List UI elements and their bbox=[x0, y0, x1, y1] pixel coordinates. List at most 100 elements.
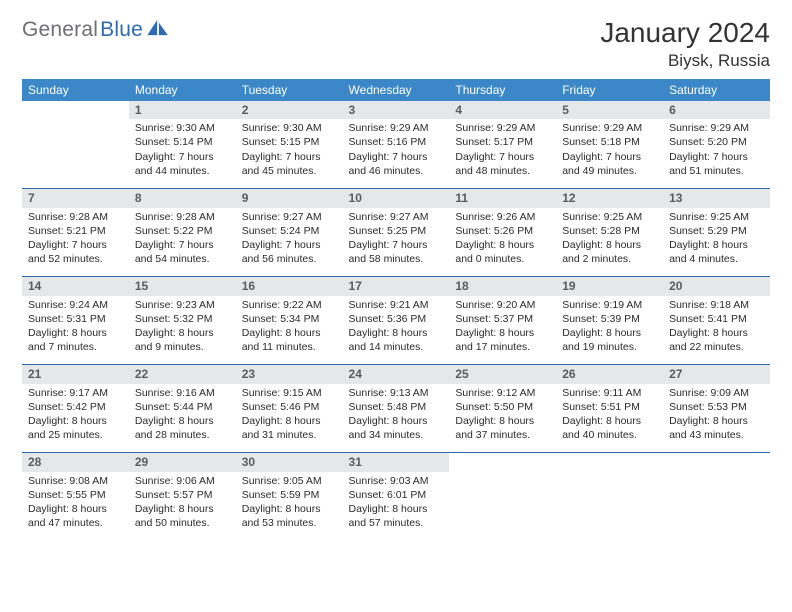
calendar-day-cell: 25Sunrise: 9:12 AMSunset: 5:50 PMDayligh… bbox=[449, 365, 556, 453]
calendar-day-cell: 5Sunrise: 9:29 AMSunset: 5:18 PMDaylight… bbox=[556, 101, 663, 189]
calendar-row: 1Sunrise: 9:30 AMSunset: 5:14 PMDaylight… bbox=[22, 101, 770, 189]
day-details: Sunrise: 9:06 AMSunset: 5:57 PMDaylight:… bbox=[129, 472, 236, 535]
day-details: Sunrise: 9:30 AMSunset: 5:14 PMDaylight:… bbox=[129, 119, 236, 182]
calendar-head: SundayMondayTuesdayWednesdayThursdayFrid… bbox=[22, 79, 770, 101]
calendar-day-cell: 11Sunrise: 9:26 AMSunset: 5:26 PMDayligh… bbox=[449, 189, 556, 277]
day-number: 21 bbox=[22, 365, 129, 383]
day-number: 9 bbox=[236, 189, 343, 207]
day-details: Sunrise: 9:08 AMSunset: 5:55 PMDaylight:… bbox=[22, 472, 129, 535]
day-number: 12 bbox=[556, 189, 663, 207]
calendar-day-cell: 19Sunrise: 9:19 AMSunset: 5:39 PMDayligh… bbox=[556, 277, 663, 365]
calendar-day-cell: 9Sunrise: 9:27 AMSunset: 5:24 PMDaylight… bbox=[236, 189, 343, 277]
calendar-empty-cell bbox=[556, 453, 663, 541]
weekday-header: Tuesday bbox=[236, 79, 343, 101]
day-number: 31 bbox=[343, 453, 450, 471]
calendar-day-cell: 16Sunrise: 9:22 AMSunset: 5:34 PMDayligh… bbox=[236, 277, 343, 365]
weekday-header: Wednesday bbox=[343, 79, 450, 101]
calendar-empty-cell bbox=[449, 453, 556, 541]
calendar-day-cell: 2Sunrise: 9:30 AMSunset: 5:15 PMDaylight… bbox=[236, 101, 343, 189]
weekday-header: Thursday bbox=[449, 79, 556, 101]
calendar-day-cell: 28Sunrise: 9:08 AMSunset: 5:55 PMDayligh… bbox=[22, 453, 129, 541]
calendar-day-cell: 1Sunrise: 9:30 AMSunset: 5:14 PMDaylight… bbox=[129, 101, 236, 189]
day-details: Sunrise: 9:22 AMSunset: 5:34 PMDaylight:… bbox=[236, 296, 343, 359]
day-number: 2 bbox=[236, 101, 343, 119]
day-details: Sunrise: 9:23 AMSunset: 5:32 PMDaylight:… bbox=[129, 296, 236, 359]
day-details: Sunrise: 9:13 AMSunset: 5:48 PMDaylight:… bbox=[343, 384, 450, 447]
weekday-header: Friday bbox=[556, 79, 663, 101]
day-details: Sunrise: 9:05 AMSunset: 5:59 PMDaylight:… bbox=[236, 472, 343, 535]
day-number: 17 bbox=[343, 277, 450, 295]
day-number: 27 bbox=[663, 365, 770, 383]
day-number: 1 bbox=[129, 101, 236, 119]
calendar-day-cell: 22Sunrise: 9:16 AMSunset: 5:44 PMDayligh… bbox=[129, 365, 236, 453]
brand-part1: General bbox=[22, 18, 98, 42]
weekday-row: SundayMondayTuesdayWednesdayThursdayFrid… bbox=[22, 79, 770, 101]
calendar-day-cell: 30Sunrise: 9:05 AMSunset: 5:59 PMDayligh… bbox=[236, 453, 343, 541]
calendar-body: 1Sunrise: 9:30 AMSunset: 5:14 PMDaylight… bbox=[22, 101, 770, 541]
day-number: 19 bbox=[556, 277, 663, 295]
calendar-table: SundayMondayTuesdayWednesdayThursdayFrid… bbox=[22, 79, 770, 541]
day-number: 16 bbox=[236, 277, 343, 295]
day-details: Sunrise: 9:16 AMSunset: 5:44 PMDaylight:… bbox=[129, 384, 236, 447]
calendar-row: 7Sunrise: 9:28 AMSunset: 5:21 PMDaylight… bbox=[22, 189, 770, 277]
brand-part2: Blue bbox=[100, 18, 143, 42]
calendar-day-cell: 17Sunrise: 9:21 AMSunset: 5:36 PMDayligh… bbox=[343, 277, 450, 365]
day-number: 22 bbox=[129, 365, 236, 383]
calendar-day-cell: 8Sunrise: 9:28 AMSunset: 5:22 PMDaylight… bbox=[129, 189, 236, 277]
day-details: Sunrise: 9:27 AMSunset: 5:24 PMDaylight:… bbox=[236, 208, 343, 271]
day-number: 5 bbox=[556, 101, 663, 119]
calendar-row: 21Sunrise: 9:17 AMSunset: 5:42 PMDayligh… bbox=[22, 365, 770, 453]
calendar-day-cell: 4Sunrise: 9:29 AMSunset: 5:17 PMDaylight… bbox=[449, 101, 556, 189]
day-details: Sunrise: 9:25 AMSunset: 5:29 PMDaylight:… bbox=[663, 208, 770, 271]
title-block: January 2024 Biysk, Russia bbox=[600, 18, 770, 71]
day-number: 3 bbox=[343, 101, 450, 119]
day-details: Sunrise: 9:29 AMSunset: 5:16 PMDaylight:… bbox=[343, 119, 450, 182]
day-number: 13 bbox=[663, 189, 770, 207]
brand-logo: GeneralBlue bbox=[22, 18, 169, 42]
day-details: Sunrise: 9:29 AMSunset: 5:18 PMDaylight:… bbox=[556, 119, 663, 182]
day-number: 29 bbox=[129, 453, 236, 471]
day-details: Sunrise: 9:12 AMSunset: 5:50 PMDaylight:… bbox=[449, 384, 556, 447]
calendar-day-cell: 27Sunrise: 9:09 AMSunset: 5:53 PMDayligh… bbox=[663, 365, 770, 453]
calendar-day-cell: 14Sunrise: 9:24 AMSunset: 5:31 PMDayligh… bbox=[22, 277, 129, 365]
day-number: 11 bbox=[449, 189, 556, 207]
calendar-day-cell: 21Sunrise: 9:17 AMSunset: 5:42 PMDayligh… bbox=[22, 365, 129, 453]
calendar-day-cell: 12Sunrise: 9:25 AMSunset: 5:28 PMDayligh… bbox=[556, 189, 663, 277]
calendar-day-cell: 24Sunrise: 9:13 AMSunset: 5:48 PMDayligh… bbox=[343, 365, 450, 453]
calendar-day-cell: 31Sunrise: 9:03 AMSunset: 6:01 PMDayligh… bbox=[343, 453, 450, 541]
calendar-day-cell: 3Sunrise: 9:29 AMSunset: 5:16 PMDaylight… bbox=[343, 101, 450, 189]
day-number: 6 bbox=[663, 101, 770, 119]
day-details: Sunrise: 9:27 AMSunset: 5:25 PMDaylight:… bbox=[343, 208, 450, 271]
header-row: GeneralBlue January 2024 Biysk, Russia bbox=[22, 18, 770, 71]
day-number: 10 bbox=[343, 189, 450, 207]
month-title: January 2024 bbox=[600, 18, 770, 49]
day-details: Sunrise: 9:26 AMSunset: 5:26 PMDaylight:… bbox=[449, 208, 556, 271]
day-number: 14 bbox=[22, 277, 129, 295]
day-details: Sunrise: 9:28 AMSunset: 5:21 PMDaylight:… bbox=[22, 208, 129, 271]
day-details: Sunrise: 9:21 AMSunset: 5:36 PMDaylight:… bbox=[343, 296, 450, 359]
day-details: Sunrise: 9:09 AMSunset: 5:53 PMDaylight:… bbox=[663, 384, 770, 447]
day-details: Sunrise: 9:28 AMSunset: 5:22 PMDaylight:… bbox=[129, 208, 236, 271]
calendar-row: 14Sunrise: 9:24 AMSunset: 5:31 PMDayligh… bbox=[22, 277, 770, 365]
calendar-empty-cell bbox=[22, 101, 129, 189]
calendar-day-cell: 10Sunrise: 9:27 AMSunset: 5:25 PMDayligh… bbox=[343, 189, 450, 277]
calendar-day-cell: 29Sunrise: 9:06 AMSunset: 5:57 PMDayligh… bbox=[129, 453, 236, 541]
brand-sail-icon bbox=[147, 20, 169, 36]
calendar-row: 28Sunrise: 9:08 AMSunset: 5:55 PMDayligh… bbox=[22, 453, 770, 541]
day-details: Sunrise: 9:18 AMSunset: 5:41 PMDaylight:… bbox=[663, 296, 770, 359]
day-number: 30 bbox=[236, 453, 343, 471]
calendar-day-cell: 26Sunrise: 9:11 AMSunset: 5:51 PMDayligh… bbox=[556, 365, 663, 453]
day-details: Sunrise: 9:19 AMSunset: 5:39 PMDaylight:… bbox=[556, 296, 663, 359]
calendar-day-cell: 6Sunrise: 9:29 AMSunset: 5:20 PMDaylight… bbox=[663, 101, 770, 189]
day-number: 20 bbox=[663, 277, 770, 295]
location-label: Biysk, Russia bbox=[600, 51, 770, 71]
calendar-day-cell: 7Sunrise: 9:28 AMSunset: 5:21 PMDaylight… bbox=[22, 189, 129, 277]
day-number: 28 bbox=[22, 453, 129, 471]
day-details: Sunrise: 9:03 AMSunset: 6:01 PMDaylight:… bbox=[343, 472, 450, 535]
day-details: Sunrise: 9:24 AMSunset: 5:31 PMDaylight:… bbox=[22, 296, 129, 359]
day-number: 4 bbox=[449, 101, 556, 119]
day-details: Sunrise: 9:25 AMSunset: 5:28 PMDaylight:… bbox=[556, 208, 663, 271]
calendar-page: GeneralBlue January 2024 Biysk, Russia S… bbox=[0, 0, 792, 551]
day-details: Sunrise: 9:20 AMSunset: 5:37 PMDaylight:… bbox=[449, 296, 556, 359]
calendar-day-cell: 18Sunrise: 9:20 AMSunset: 5:37 PMDayligh… bbox=[449, 277, 556, 365]
